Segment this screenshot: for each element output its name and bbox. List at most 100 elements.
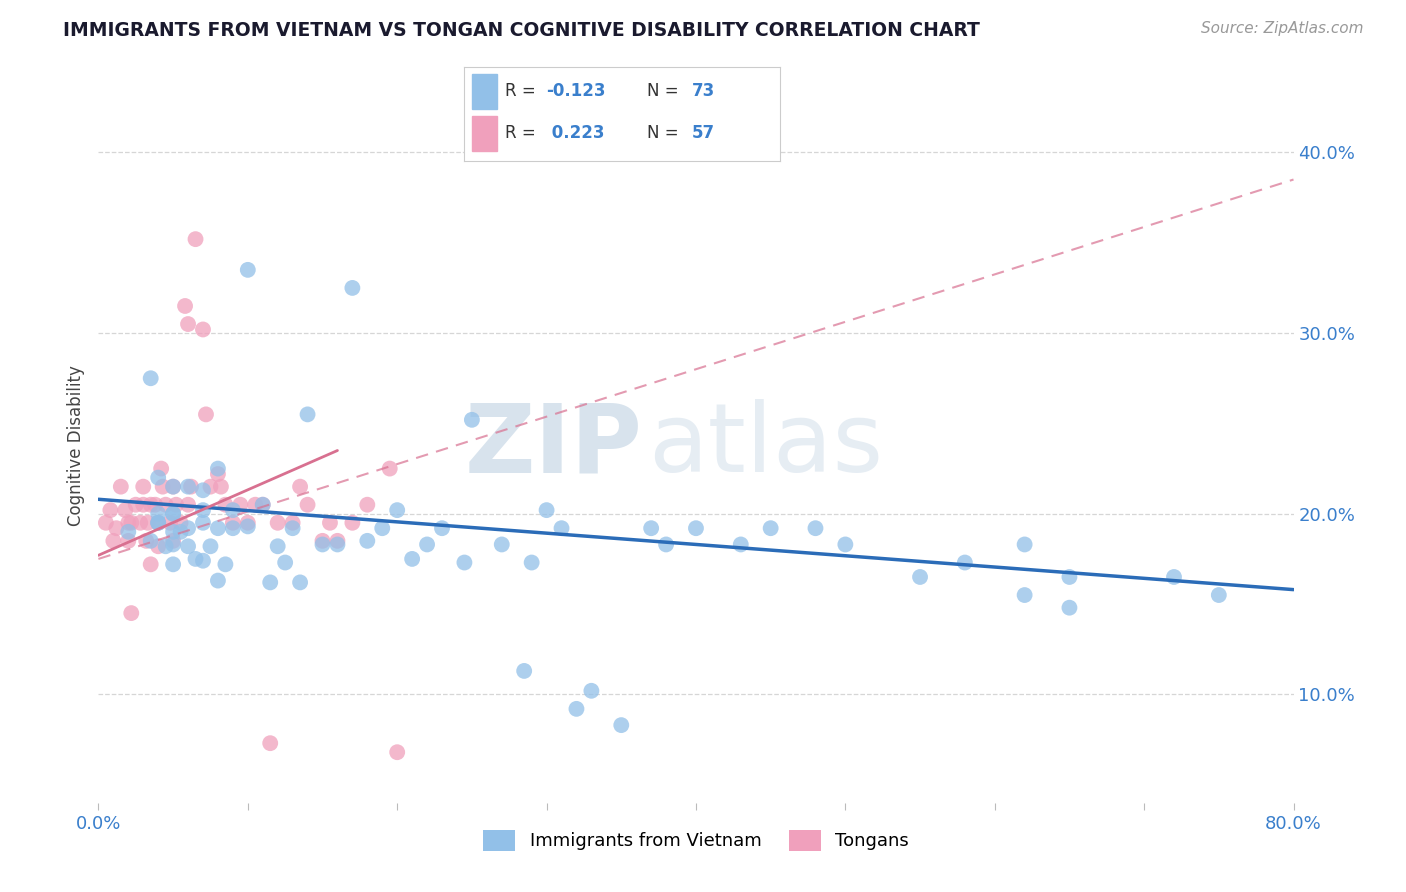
Point bbox=[385, 503, 409, 517]
Point bbox=[236, 516, 259, 530]
Point bbox=[135, 533, 157, 548]
Point bbox=[207, 461, 229, 475]
Point bbox=[342, 281, 364, 295]
Point bbox=[162, 480, 184, 494]
Point bbox=[319, 516, 342, 530]
Point bbox=[139, 498, 162, 512]
Point bbox=[259, 575, 281, 590]
Point bbox=[148, 539, 170, 553]
Point bbox=[274, 556, 297, 570]
Point bbox=[453, 556, 475, 570]
Point bbox=[150, 461, 173, 475]
Point bbox=[148, 507, 170, 521]
Point bbox=[207, 574, 229, 588]
Point bbox=[1208, 588, 1230, 602]
Text: IMMIGRANTS FROM VIETNAM VS TONGAN COGNITIVE DISABILITY CORRELATION CHART: IMMIGRANTS FROM VIETNAM VS TONGAN COGNIT… bbox=[63, 21, 980, 39]
Point bbox=[401, 552, 423, 566]
Y-axis label: Cognitive Disability: Cognitive Disability bbox=[66, 366, 84, 526]
Point bbox=[162, 507, 184, 521]
Point bbox=[550, 521, 572, 535]
Point bbox=[214, 498, 236, 512]
Point bbox=[804, 521, 827, 535]
Text: -0.123: -0.123 bbox=[546, 82, 606, 100]
Point bbox=[416, 537, 439, 551]
Point bbox=[430, 521, 453, 535]
Point bbox=[326, 537, 349, 551]
Point bbox=[520, 556, 543, 570]
Point bbox=[236, 519, 259, 533]
Text: atlas: atlas bbox=[648, 400, 883, 492]
Point bbox=[297, 498, 319, 512]
Bar bbox=[472, 116, 498, 152]
Point bbox=[105, 521, 128, 535]
Point bbox=[184, 552, 207, 566]
Point bbox=[908, 570, 931, 584]
Text: R =: R = bbox=[505, 124, 541, 143]
Text: ZIP: ZIP bbox=[464, 400, 643, 492]
Point bbox=[200, 480, 222, 494]
Point bbox=[165, 498, 187, 512]
Point bbox=[513, 664, 536, 678]
Point bbox=[162, 558, 184, 572]
Point bbox=[1014, 588, 1036, 602]
Point bbox=[356, 498, 378, 512]
Text: R =: R = bbox=[505, 82, 541, 100]
Point bbox=[129, 516, 152, 530]
Point bbox=[222, 521, 245, 535]
Point bbox=[136, 516, 159, 530]
Point bbox=[191, 554, 214, 568]
Point bbox=[98, 503, 122, 517]
Point bbox=[162, 507, 184, 521]
Point bbox=[259, 736, 281, 750]
Point bbox=[267, 516, 290, 530]
Point bbox=[132, 480, 155, 494]
Point bbox=[169, 524, 191, 539]
Text: N =: N = bbox=[648, 82, 685, 100]
Point bbox=[117, 516, 139, 530]
Point bbox=[120, 606, 142, 620]
Point bbox=[326, 533, 349, 548]
Point bbox=[177, 480, 200, 494]
Point bbox=[117, 533, 139, 548]
Point bbox=[371, 521, 394, 535]
Point bbox=[162, 537, 184, 551]
Point bbox=[162, 533, 184, 548]
Point bbox=[195, 408, 218, 422]
Point bbox=[1014, 537, 1036, 551]
Point bbox=[834, 537, 856, 551]
Point bbox=[103, 533, 125, 548]
Point bbox=[252, 498, 274, 512]
Point bbox=[311, 537, 333, 551]
Bar bbox=[472, 74, 498, 109]
Point bbox=[281, 516, 304, 530]
Point bbox=[356, 533, 378, 548]
Point bbox=[236, 263, 259, 277]
Point bbox=[177, 521, 200, 535]
Text: 73: 73 bbox=[692, 82, 716, 100]
Point bbox=[125, 498, 148, 512]
Point bbox=[162, 524, 184, 539]
Point bbox=[245, 498, 267, 512]
Point bbox=[162, 480, 184, 494]
Point bbox=[491, 537, 513, 551]
Point bbox=[169, 516, 191, 530]
Point bbox=[229, 498, 252, 512]
Point bbox=[207, 521, 229, 535]
Point bbox=[288, 480, 311, 494]
Point bbox=[759, 521, 782, 535]
Point bbox=[110, 480, 132, 494]
Point bbox=[297, 408, 319, 422]
Point bbox=[139, 558, 162, 572]
Point bbox=[191, 503, 214, 517]
Point bbox=[132, 498, 155, 512]
Point bbox=[730, 537, 752, 551]
Text: 57: 57 bbox=[692, 124, 714, 143]
Point bbox=[222, 516, 245, 530]
Text: 0.223: 0.223 bbox=[546, 124, 605, 143]
Point bbox=[378, 461, 401, 475]
Point bbox=[281, 521, 304, 535]
Point bbox=[200, 539, 222, 553]
Point bbox=[1059, 570, 1081, 584]
Point bbox=[385, 745, 409, 759]
Point bbox=[139, 371, 162, 385]
